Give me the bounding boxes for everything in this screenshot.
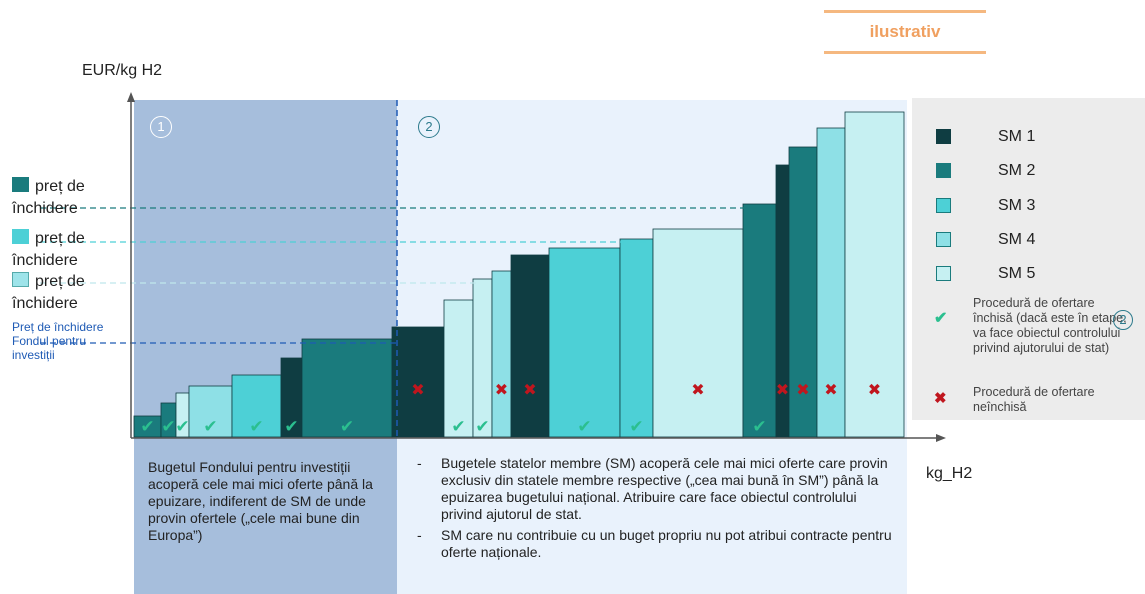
bar-sm1 [510, 254, 550, 438]
cross-icon: ✖ [495, 380, 508, 399]
legend-price-sm4-b: închidere [12, 295, 78, 312]
closed-note-marker: 2 [1113, 310, 1133, 330]
check-icon: ✔ [175, 417, 189, 437]
bar-sm4 [491, 270, 512, 438]
cross-icon: ✖ [934, 390, 947, 407]
bar-sm3 [548, 247, 621, 438]
zone2-number: 2 [418, 116, 440, 138]
y-axis-arrow [127, 92, 135, 102]
investment-fund-description: Bugetul Fondului pentru investiții acope… [134, 447, 397, 594]
illustrative-badge: ilustrativ [824, 10, 986, 54]
bar-sm2 [301, 338, 393, 438]
check-icon: ✔ [340, 417, 354, 437]
legend-price-sm4-a: preț de [35, 273, 85, 290]
swatch-sm3 [12, 229, 29, 244]
check-icon: ✔ [249, 417, 263, 437]
legend-price-sm3: preț de închidere [12, 228, 85, 272]
bar-sm4 [188, 385, 233, 438]
swatch-legend-sm2 [936, 163, 951, 178]
swatch-legend-sm5 [936, 266, 951, 281]
cross-icon: ✖ [868, 380, 881, 399]
bar-sm4 [816, 127, 846, 438]
legend-sm2-label: SM 2 [998, 162, 1036, 179]
x-axis-label: kg_H2 [926, 465, 973, 482]
check-icon: ✔ [577, 417, 591, 437]
check-icon: ✔ [629, 417, 643, 437]
bar-sm2 [788, 146, 818, 438]
legend-sm5-label: SM 5 [998, 265, 1036, 282]
swatch-legend-sm3 [936, 198, 951, 213]
check-icon: ✔ [161, 417, 175, 437]
bars-layer [133, 111, 905, 438]
cross-icon: ✖ [824, 380, 837, 399]
legend-price-sm3-a: preț de [35, 230, 85, 247]
check-icon: ✔ [284, 417, 298, 437]
legend-sm1-label: SM 1 [998, 128, 1036, 145]
bar-sm3 [619, 238, 654, 438]
swatch-sm4 [12, 272, 29, 287]
bar-sm5 [472, 278, 493, 438]
fund-closing-price-label: Preț de închidere Fondul pentru investiț… [12, 320, 104, 362]
closed-procedure-note: Procedură de ofertare închisă (dacă este… [973, 296, 1127, 355]
cross-icon: ✖ [411, 380, 424, 399]
zone1-number: 1 [150, 116, 172, 138]
legend-price-sm4: preț de închidere [12, 271, 85, 315]
y-axis-label: EUR/kg H2 [82, 62, 163, 79]
bullet-no-budget: SM care nu contribuie cu un buget propri… [417, 527, 897, 561]
legend-price-sm2-b: închidere [12, 200, 78, 217]
bar-sm2 [742, 203, 777, 438]
check-icon: ✔ [752, 417, 766, 437]
swatch-legend-sm1 [936, 129, 951, 144]
bar-sm1 [391, 326, 445, 438]
legend-sm3-label: SM 3 [998, 197, 1036, 214]
check-icon: ✔ [475, 417, 489, 437]
check-icon: ✔ [140, 417, 154, 437]
swatch-sm2 [12, 177, 29, 192]
cross-icon: ✖ [691, 380, 704, 399]
marks-layer: ✔ ✔ ✔ ✔ ✔ ✔ ✔✖✔ ✔✖ ✖✔ ✔✖✔✖ ✖ ✖ ✖ [140, 380, 881, 437]
bar-sm5 [844, 111, 905, 438]
legend-sm4-label: SM 4 [998, 231, 1036, 248]
check-icon: ✔ [934, 310, 948, 327]
cross-icon: ✖ [776, 380, 789, 399]
check-icon: ✔ [203, 417, 217, 437]
check-icon: ✔ [451, 417, 465, 437]
x-axis-arrow [936, 434, 946, 442]
member-states-description: Bugetele statelor membre (SM) acoperă ce… [397, 447, 907, 594]
bar-sm5 [652, 228, 744, 438]
legend-price-sm2: preț de închidere [12, 176, 85, 220]
bullet-member-state-budgets: Bugetele statelor membre (SM) acoperă ce… [417, 455, 897, 523]
open-procedure-note: Procedură de ofertare neînchisă [973, 385, 1095, 414]
cross-icon: ✖ [796, 380, 809, 399]
legend-price-sm2-a: preț de [35, 178, 85, 195]
swatch-legend-sm4 [936, 232, 951, 247]
legend-price-sm3-b: închidere [12, 252, 78, 269]
cross-icon: ✖ [523, 380, 536, 399]
right-legend: SM 1 SM 2 SM 3 SM 4 SM 5 ✔ Procedură de … [912, 98, 1145, 420]
